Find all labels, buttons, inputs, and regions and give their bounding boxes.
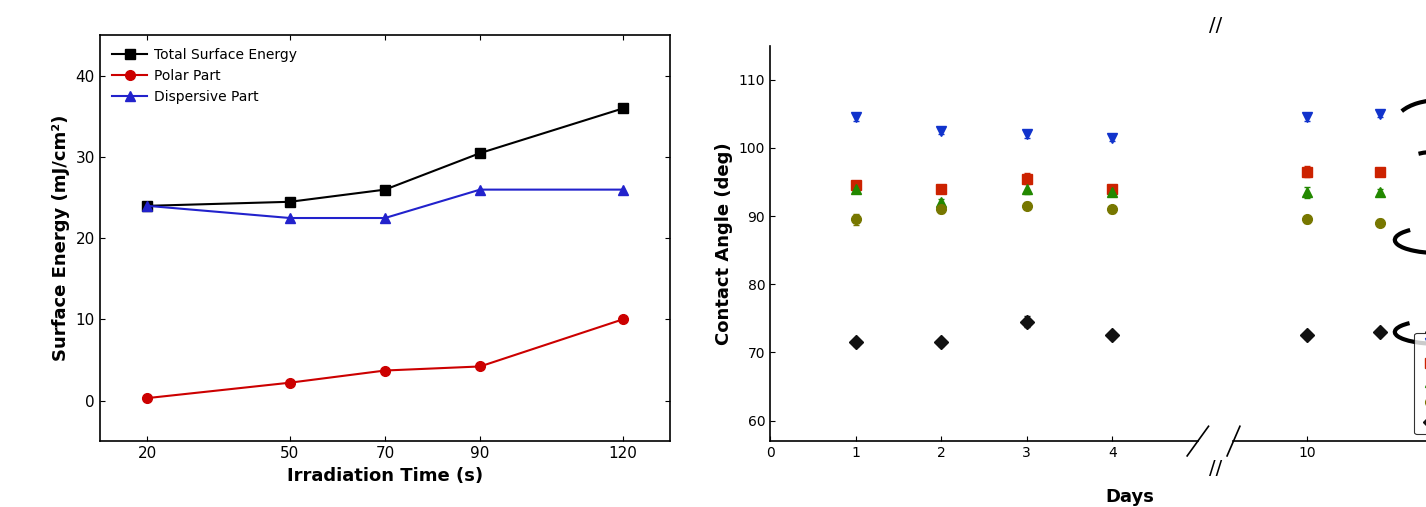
- Total Surface Energy: [281, 199, 298, 205]
- Dispersive Part: [281, 215, 298, 221]
- Polar Part: [615, 316, 632, 322]
- Dispersive Part: [376, 215, 394, 221]
- Total Surface Energy: [472, 150, 489, 156]
- Polar Part: [281, 380, 298, 386]
- Line: Total Surface Energy: Total Surface Energy: [143, 103, 627, 211]
- Legend: Total Surface Energy, Polar Part, Dispersive Part: Total Surface Energy, Polar Part, Disper…: [107, 43, 302, 110]
- Line: Dispersive Part: Dispersive Part: [143, 185, 627, 223]
- Legend: 10s, 50s, 60s, 75s, 120s: 10s, 50s, 60s, 75s, 120s: [1415, 333, 1426, 434]
- Y-axis label: Surface Energy (mJ/cm²): Surface Energy (mJ/cm²): [51, 115, 70, 361]
- Dispersive Part: [138, 203, 155, 209]
- Total Surface Energy: [376, 187, 394, 193]
- Polar Part: [376, 368, 394, 374]
- Polar Part: [472, 364, 489, 370]
- X-axis label: Irradiation Time (s): Irradiation Time (s): [287, 466, 483, 485]
- Text: //: //: [1209, 16, 1222, 35]
- Dispersive Part: [472, 187, 489, 193]
- Text: //: //: [1209, 459, 1222, 479]
- Total Surface Energy: [615, 105, 632, 112]
- Y-axis label: Contact Angle (deg): Contact Angle (deg): [714, 142, 733, 345]
- Line: Polar Part: Polar Part: [143, 314, 627, 403]
- Text: Days: Days: [1105, 488, 1155, 506]
- Polar Part: [138, 395, 155, 401]
- Dispersive Part: [615, 187, 632, 193]
- Total Surface Energy: [138, 203, 155, 209]
